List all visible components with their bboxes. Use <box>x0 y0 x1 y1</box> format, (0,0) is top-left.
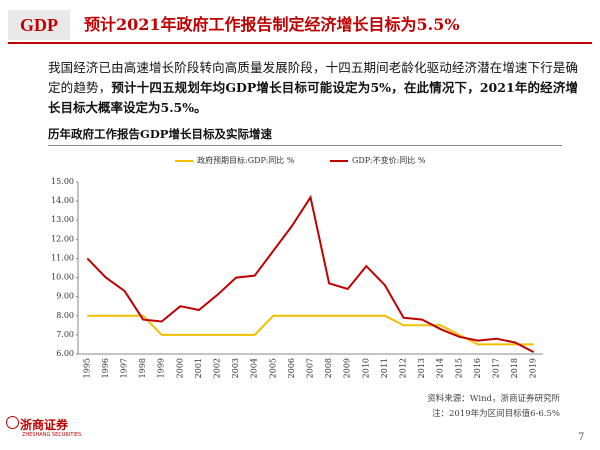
x-tick-label: 2015 <box>454 358 463 378</box>
x-tick-label: 1999 <box>157 358 166 378</box>
x-tick-label: 2016 <box>473 358 482 378</box>
x-tick-label: 1996 <box>101 358 110 378</box>
bold-text: 预计十四五规划年均GDP增长目标可能设定为5%，在此情况下，2021年的经济增长… <box>48 80 578 115</box>
series-line <box>87 314 534 346</box>
x-tick-label: 2002 <box>213 358 222 378</box>
text: 我国经济已由高速增长阶段转向高质量发展阶段，十四五期间老龄化驱动经济潜在增速下行… <box>48 60 578 95</box>
x-tick-label: 2001 <box>194 358 203 378</box>
x-tick-label: 1998 <box>138 358 147 378</box>
y-tick-label: 10.00 <box>51 273 74 282</box>
x-tick-label: 1997 <box>120 358 129 378</box>
x-tick-label: 2008 <box>324 358 333 378</box>
y-tick-label: 9.00 <box>56 292 74 301</box>
logo-mark <box>6 416 19 429</box>
y-tick-label: 8.00 <box>56 311 74 320</box>
y-tick-label: 14.00 <box>51 196 74 205</box>
x-tick-label: 2004 <box>250 358 259 378</box>
x-tick-label: 2013 <box>417 358 426 378</box>
slide-title: 预计2021年政府工作报告制定经济增长目标为5.5% <box>84 15 460 34</box>
y-tick-label: 12.00 <box>51 234 74 243</box>
y-tick-label: 7.00 <box>56 330 74 339</box>
legend-label: 政府预期目标:GDP:同比 % <box>197 155 295 165</box>
series-line <box>86 194 535 353</box>
logo-sub: ZHESHANG SECURITIES <box>22 432 82 438</box>
x-tick-label: 1995 <box>82 358 91 378</box>
y-tick-label: 15.00 <box>51 177 74 186</box>
page-number: 7 <box>578 432 585 443</box>
x-tick-label: 2011 <box>380 358 389 378</box>
chart-title: 历年政府工作报告GDP增长目标及实际增速 <box>48 127 272 141</box>
x-tick-label: 2010 <box>361 358 370 378</box>
badge: GDP <box>8 10 70 40</box>
legend-label: GDP:不变价:同比 % <box>352 155 426 165</box>
x-tick-label: 2007 <box>306 358 315 378</box>
x-tick-label: 2006 <box>287 358 296 378</box>
x-tick-label: 2009 <box>343 358 352 378</box>
header-rule <box>8 42 592 44</box>
x-tick-label: 2003 <box>231 358 240 378</box>
x-tick-label: 2000 <box>175 358 184 378</box>
y-tick-label: 13.00 <box>51 215 74 224</box>
x-tick-label: 2005 <box>268 358 277 378</box>
x-tick-label: 2012 <box>399 358 408 378</box>
paragraph: 我国经济已由高速增长阶段转向高质量发展阶段，十四五期间老龄化驱动经济潜在增速下行… <box>48 58 578 118</box>
note: 注：2019年为区间目标值6-6.5% <box>431 409 560 419</box>
x-tick-label: 2019 <box>529 358 538 378</box>
x-tick-label: 2018 <box>510 358 519 378</box>
logo: 浙商证券 <box>20 418 69 432</box>
y-tick-label: 6.00 <box>56 349 74 358</box>
x-tick-label: 2014 <box>436 358 445 378</box>
source: 资料来源：Wind，浙商证券研究所 <box>427 394 560 404</box>
chart-rule <box>48 145 562 146</box>
y-tick-label: 11.00 <box>51 253 74 262</box>
x-tick-label: 2017 <box>492 358 501 378</box>
